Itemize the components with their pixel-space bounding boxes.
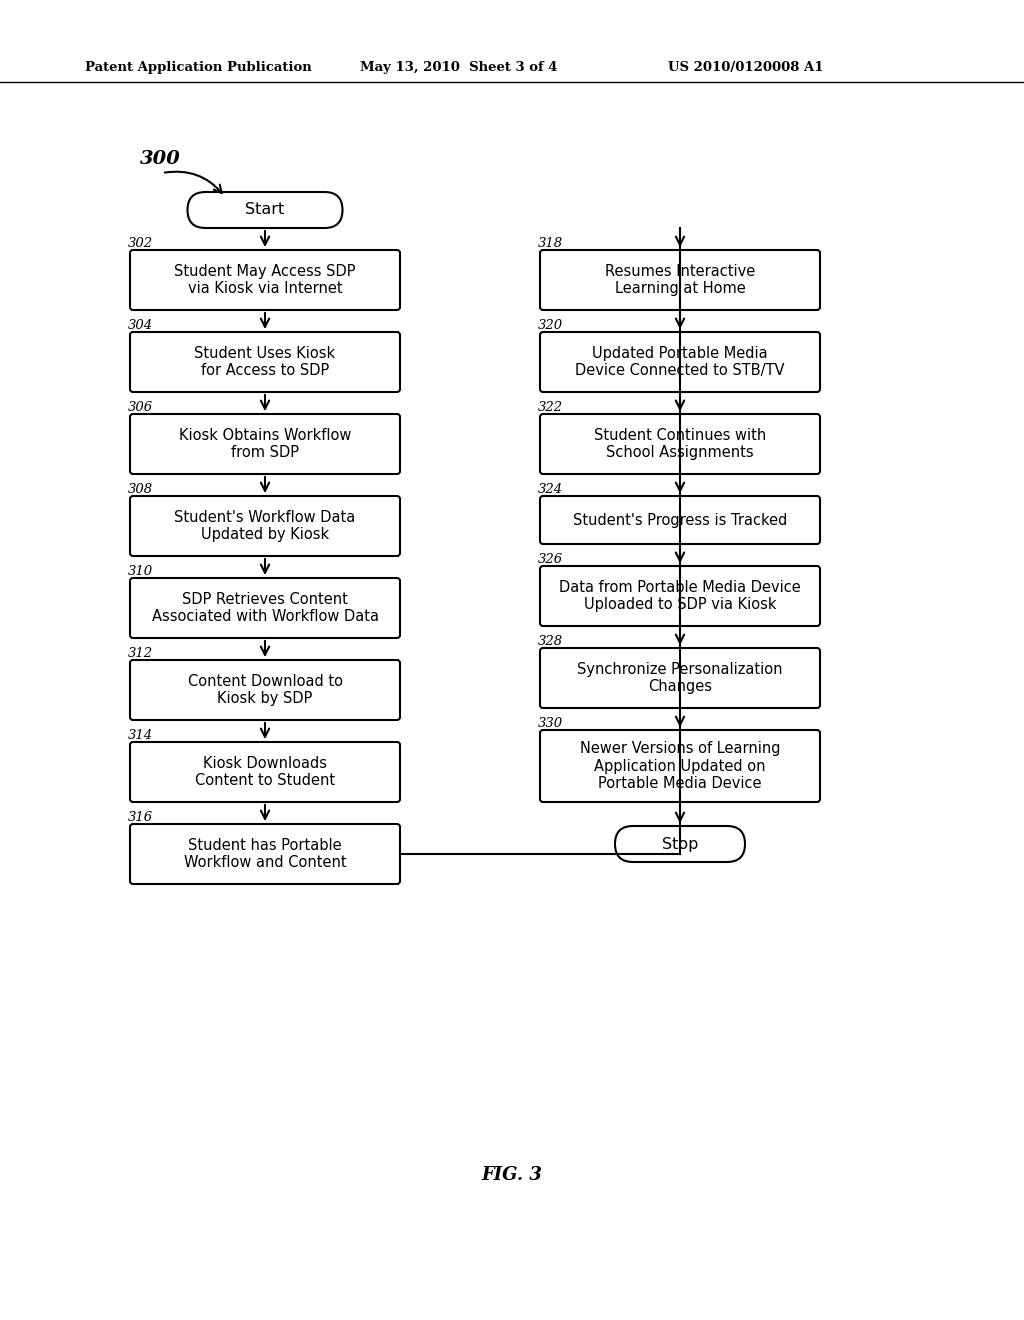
FancyBboxPatch shape: [187, 191, 342, 228]
Text: 306: 306: [128, 401, 154, 414]
Text: Student Uses Kiosk
for Access to SDP: Student Uses Kiosk for Access to SDP: [195, 346, 336, 379]
Text: 320: 320: [538, 319, 563, 333]
Text: 326: 326: [538, 553, 563, 566]
FancyBboxPatch shape: [130, 824, 400, 884]
FancyBboxPatch shape: [130, 660, 400, 719]
FancyBboxPatch shape: [130, 249, 400, 310]
Text: 318: 318: [538, 238, 563, 249]
FancyBboxPatch shape: [130, 742, 400, 803]
Text: Student May Access SDP
via Kiosk via Internet: Student May Access SDP via Kiosk via Int…: [174, 264, 355, 296]
FancyBboxPatch shape: [130, 333, 400, 392]
Text: 308: 308: [128, 483, 154, 496]
Text: Content Download to
Kiosk by SDP: Content Download to Kiosk by SDP: [187, 673, 342, 706]
Text: 302: 302: [128, 238, 154, 249]
Text: 300: 300: [140, 150, 181, 168]
FancyBboxPatch shape: [540, 249, 820, 310]
Text: Kiosk Downloads
Content to Student: Kiosk Downloads Content to Student: [195, 756, 335, 788]
Text: Synchronize Personalization
Changes: Synchronize Personalization Changes: [578, 661, 782, 694]
Text: Start: Start: [246, 202, 285, 218]
Text: Student has Portable
Workflow and Content: Student has Portable Workflow and Conten…: [183, 838, 346, 870]
Text: Student's Progress is Tracked: Student's Progress is Tracked: [572, 512, 787, 528]
Text: Student Continues with
School Assignments: Student Continues with School Assignment…: [594, 428, 766, 461]
FancyBboxPatch shape: [540, 496, 820, 544]
Text: 316: 316: [128, 810, 154, 824]
Text: 330: 330: [538, 717, 563, 730]
Text: Updated Portable Media
Device Connected to STB/TV: Updated Portable Media Device Connected …: [575, 346, 784, 379]
FancyBboxPatch shape: [130, 578, 400, 638]
Text: Student's Workflow Data
Updated by Kiosk: Student's Workflow Data Updated by Kiosk: [174, 510, 355, 543]
Text: Data from Portable Media Device
Uploaded to SDP via Kiosk: Data from Portable Media Device Uploaded…: [559, 579, 801, 612]
Text: 310: 310: [128, 565, 154, 578]
Text: 328: 328: [538, 635, 563, 648]
FancyBboxPatch shape: [540, 730, 820, 803]
Text: 312: 312: [128, 647, 154, 660]
FancyBboxPatch shape: [130, 414, 400, 474]
FancyBboxPatch shape: [130, 496, 400, 556]
Text: SDP Retrieves Content
Associated with Workflow Data: SDP Retrieves Content Associated with Wo…: [152, 591, 379, 624]
Text: Newer Versions of Learning
Application Updated on
Portable Media Device: Newer Versions of Learning Application U…: [580, 741, 780, 791]
Text: 304: 304: [128, 319, 154, 333]
Text: Kiosk Obtains Workflow
from SDP: Kiosk Obtains Workflow from SDP: [179, 428, 351, 461]
Text: 314: 314: [128, 729, 154, 742]
Text: 324: 324: [538, 483, 563, 496]
FancyBboxPatch shape: [540, 333, 820, 392]
Text: May 13, 2010  Sheet 3 of 4: May 13, 2010 Sheet 3 of 4: [360, 62, 557, 74]
FancyBboxPatch shape: [615, 826, 745, 862]
FancyBboxPatch shape: [540, 414, 820, 474]
Text: US 2010/0120008 A1: US 2010/0120008 A1: [668, 62, 823, 74]
Text: Stop: Stop: [662, 837, 698, 851]
FancyBboxPatch shape: [540, 566, 820, 626]
Text: 322: 322: [538, 401, 563, 414]
Text: Resumes Interactive
Learning at Home: Resumes Interactive Learning at Home: [605, 264, 755, 296]
Text: Patent Application Publication: Patent Application Publication: [85, 62, 311, 74]
FancyBboxPatch shape: [540, 648, 820, 708]
Text: FIG. 3: FIG. 3: [481, 1166, 543, 1184]
